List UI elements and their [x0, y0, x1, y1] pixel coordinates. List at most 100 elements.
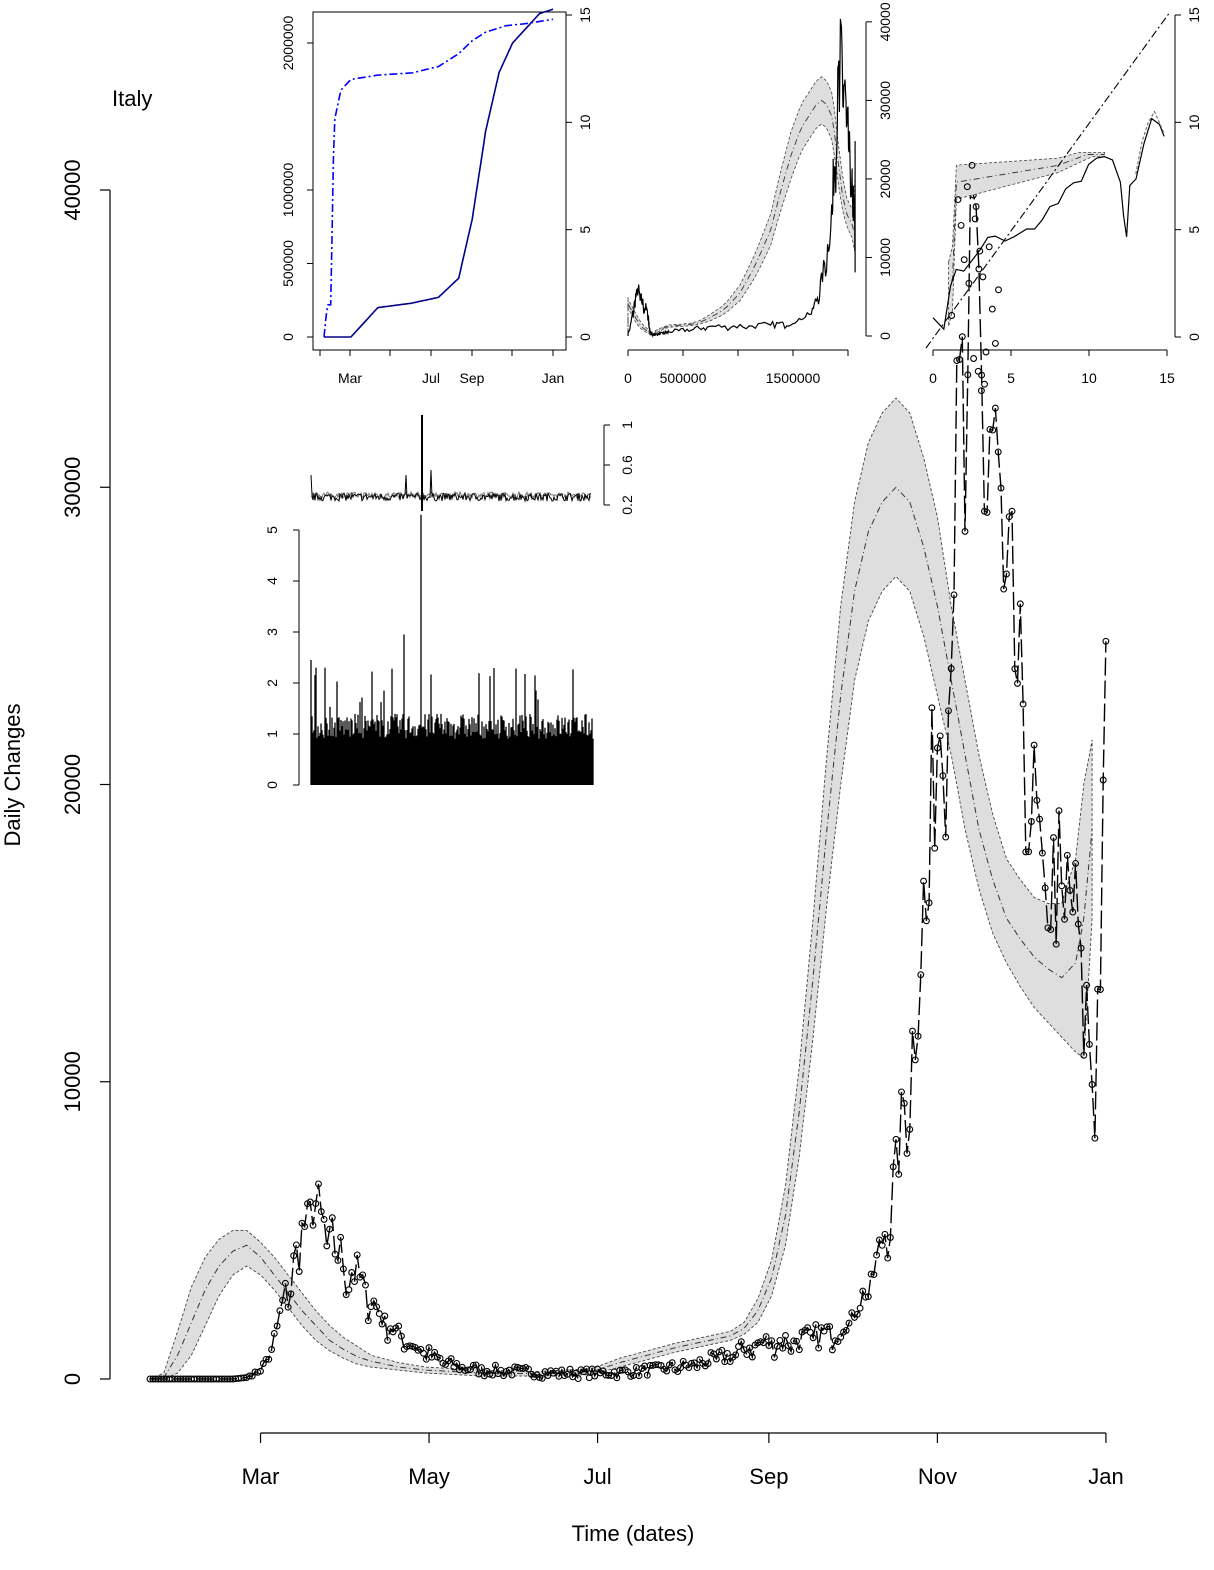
observed-point: [1016, 600, 1024, 608]
observed-point: [284, 1303, 292, 1311]
inset-cumulative-x-tick-label: Jul: [422, 370, 440, 386]
x-tick-label: Jul: [584, 1464, 612, 1489]
observed-point: [1096, 986, 1104, 993]
observed-point: [290, 1252, 298, 1260]
inset-cumulative-series: [324, 8, 554, 338]
observed-point: [864, 1293, 872, 1301]
observed-point: [903, 1149, 911, 1157]
observed-point: [914, 1032, 922, 1040]
observed-point: [759, 1339, 767, 1347]
x-tick-label: May: [408, 1464, 450, 1489]
observed-point: [933, 744, 941, 752]
observed-point: [1038, 849, 1046, 857]
x-tick-label: Jan: [1088, 1464, 1123, 1489]
observed-point: [704, 1360, 712, 1368]
observed-point: [782, 1332, 789, 1339]
inset-residual-top-tick-label: 0.2: [619, 495, 635, 515]
observed-point: [508, 1371, 516, 1379]
observed-point: [873, 1251, 881, 1259]
observed-point: [246, 1372, 253, 1380]
inset-diag-point: [965, 279, 973, 287]
observed-point: [668, 1359, 676, 1367]
observed-point: [831, 1337, 839, 1345]
observed-point: [1014, 679, 1021, 687]
x-tick-label: Sep: [749, 1464, 788, 1489]
inset-diag-point: [995, 286, 1002, 294]
observed-point: [1036, 815, 1044, 823]
observed-point: [613, 1374, 621, 1382]
observed-point: [1083, 981, 1091, 989]
observed-point: [922, 917, 930, 925]
inset-diag-right-tick-label: 10: [1186, 114, 1202, 130]
observed-point: [889, 1163, 897, 1171]
observed-point: [925, 899, 933, 907]
y-tick-label: 40000: [60, 159, 85, 220]
observed-point: [337, 1233, 345, 1241]
observed-point: [397, 1332, 405, 1340]
observed-point: [1027, 818, 1035, 825]
observed-point: [870, 1271, 878, 1279]
observed-point: [436, 1354, 444, 1362]
observed-point: [1022, 848, 1030, 856]
observed-point: [1050, 834, 1057, 842]
observed-point: [1066, 886, 1074, 894]
observed-point: [395, 1322, 403, 1330]
observed-point: [815, 1344, 823, 1352]
x-axis: Mar May Jul Sep Nov Jan: [242, 1432, 1124, 1489]
observed-point: [273, 1322, 281, 1330]
observed-point: [991, 404, 999, 412]
observed-point: [1025, 848, 1033, 856]
observed-point: [983, 508, 991, 516]
observed-point: [331, 1250, 339, 1258]
observed-point: [591, 1372, 599, 1380]
observed-point: [779, 1344, 787, 1352]
observed-point: [525, 1365, 532, 1373]
observed-point: [997, 484, 1005, 492]
observed-point: [936, 732, 944, 740]
observed-point: [900, 1099, 908, 1107]
observed-point: [373, 1303, 381, 1311]
inset-cumulative-frame: [312, 11, 567, 351]
observed-point: [312, 1200, 320, 1208]
observed-point: [826, 1323, 834, 1331]
observed-point: [351, 1278, 358, 1286]
inset-diag-observed: [932, 117, 1165, 331]
observed-point: [1074, 920, 1082, 928]
observed-point: [262, 1355, 270, 1363]
observed-point: [265, 1355, 273, 1363]
observed-point: [776, 1336, 784, 1344]
observed-point: [958, 333, 966, 341]
observed-point: [425, 1344, 433, 1352]
observed-point: [1019, 700, 1027, 708]
observed-point: [1058, 882, 1066, 890]
observed-point: [558, 1366, 566, 1374]
observed-point: [345, 1286, 353, 1294]
y-tick-label: 30000: [60, 457, 85, 518]
inset-residual-top-tick-label: 0.6: [619, 455, 635, 475]
observed-point: [853, 1310, 861, 1318]
observed-point: [370, 1297, 378, 1305]
model-band: [149, 397, 1093, 1380]
observed-point: [367, 1303, 375, 1311]
observed-point: [931, 844, 939, 852]
inset-diag-x-tick-label: 0: [929, 370, 937, 386]
observed-point: [605, 1371, 613, 1379]
observed-point: [1063, 851, 1071, 859]
observed-point: [643, 1371, 651, 1379]
inset-phase-x-tick-label: 1500000: [766, 370, 821, 386]
observed-point: [362, 1281, 369, 1289]
observed-point: [1085, 1040, 1093, 1048]
observed-point: [867, 1270, 875, 1278]
observed-point: [790, 1337, 798, 1345]
observed-point: [875, 1236, 883, 1244]
observed-point: [964, 371, 972, 379]
inset-cumulative: Mar Jul Sep Jan 0 500000 1000000 2000000 0 5 10 15: [280, 7, 593, 386]
observed-point: [292, 1241, 300, 1249]
observed-point: [1094, 985, 1102, 993]
observed-point: [472, 1361, 480, 1369]
inset-residual-top-tick-label: 1: [619, 421, 635, 429]
observed-point: [1102, 637, 1110, 645]
observed-point: [295, 1268, 303, 1275]
observed-point: [994, 448, 1002, 456]
